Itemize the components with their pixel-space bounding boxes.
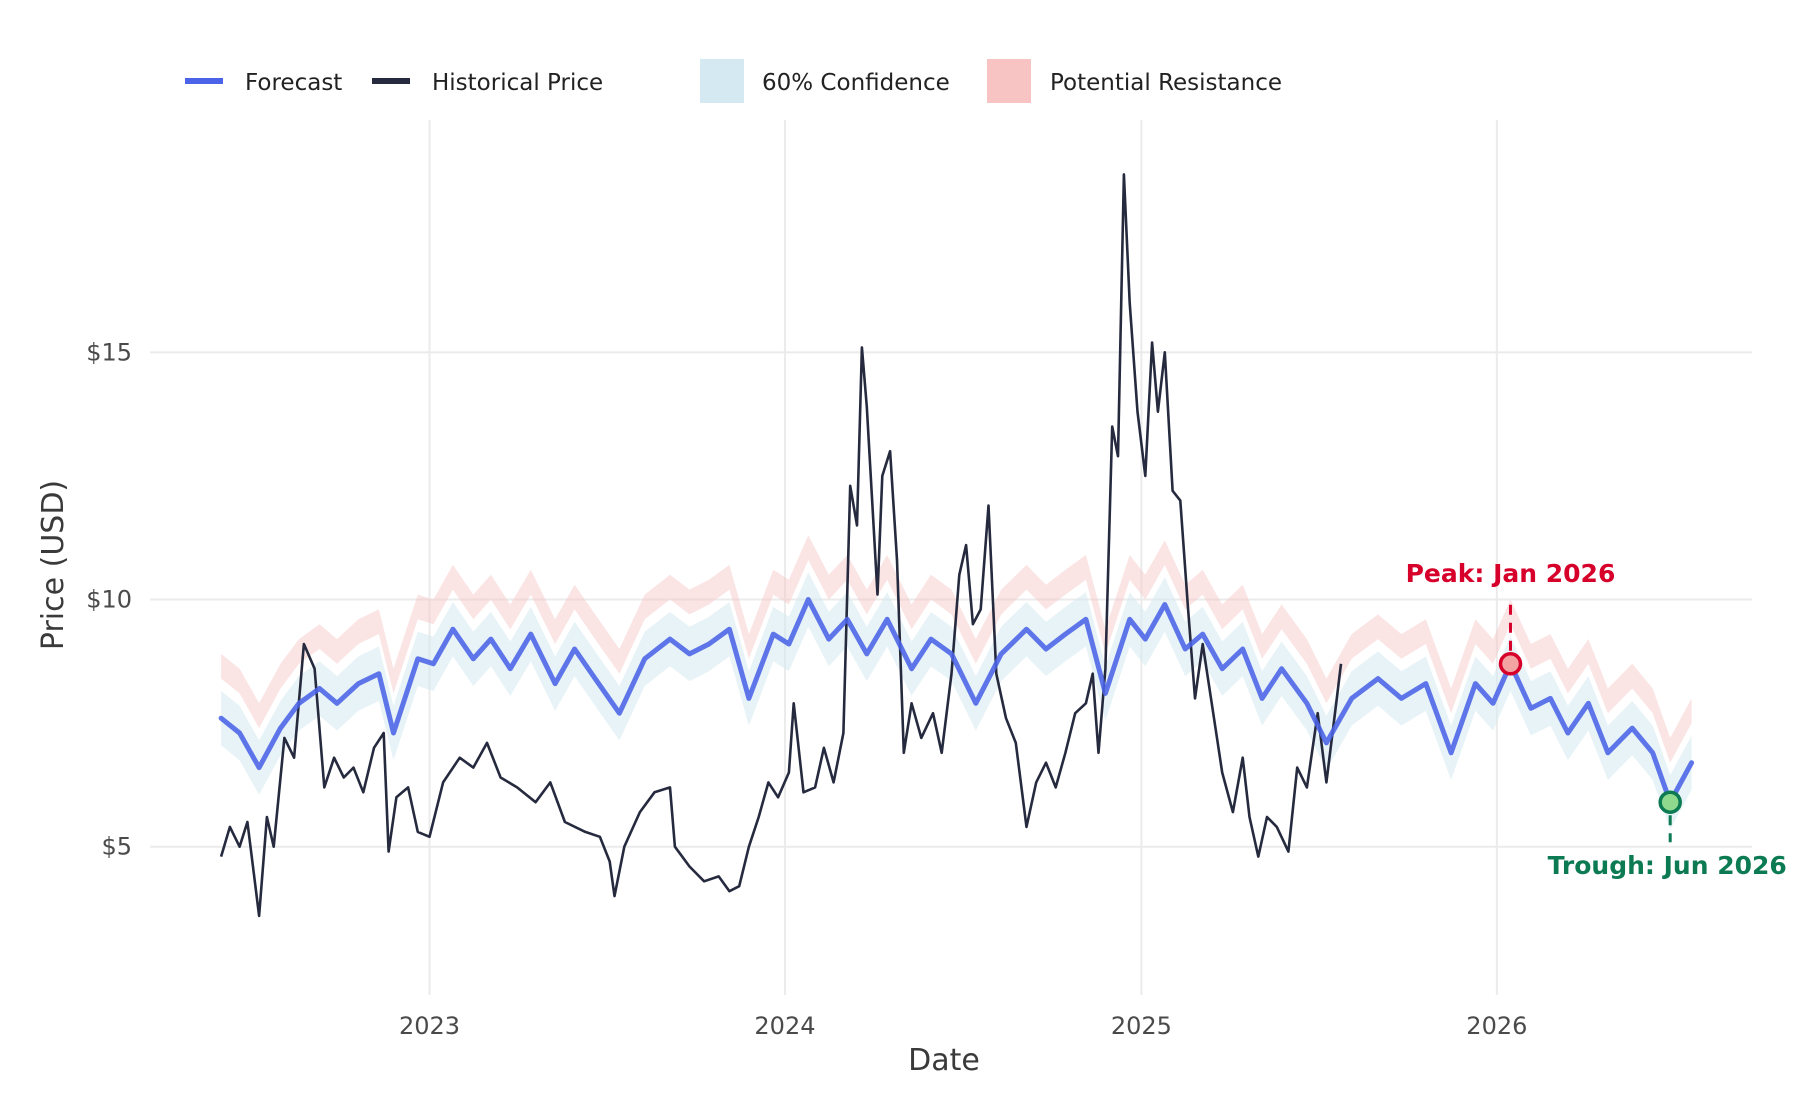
peak-label: Peak: Jan 2026 — [1406, 559, 1616, 588]
y-axis-title: Price (USD) — [36, 480, 71, 650]
peak-marker — [1498, 652, 1523, 676]
x-tick-label: 2023 — [399, 1012, 460, 1040]
trough-label: Trough: Jun 2026 — [1548, 851, 1787, 880]
legend-label: 60% Confidence — [762, 70, 950, 96]
x-tick-label: 2026 — [1466, 1012, 1527, 1040]
annotations: Peak: Jan 2026 Trough: Jun 2026 — [1406, 559, 1787, 880]
legend-label: Potential Resistance — [1050, 70, 1282, 96]
axis-ticks: $5 $10 $15 2023 2024 2025 2026 — [86, 338, 1527, 1040]
y-tick-label: $15 — [86, 338, 132, 366]
x-axis-title: Date — [908, 1043, 980, 1078]
historical-price-line — [219, 173, 1343, 918]
legend: Forecast Historical Price 60% Confidence Po… — [185, 59, 1282, 103]
legend-swatch — [987, 59, 1031, 103]
y-tick-label: $5 — [101, 833, 132, 861]
x-tick-label: 2025 — [1111, 1012, 1172, 1040]
legend-swatch — [700, 59, 744, 103]
grid — [150, 120, 1752, 995]
x-tick-label: 2024 — [754, 1012, 815, 1040]
y-tick-label: $10 — [86, 586, 132, 614]
resistance-band — [221, 535, 1692, 763]
forecast-line — [218, 597, 1695, 805]
legend-label: Forecast — [245, 70, 342, 96]
series-lines — [218, 173, 1695, 918]
trough-marker — [1658, 790, 1682, 814]
legend-label: Historical Price — [432, 70, 603, 96]
